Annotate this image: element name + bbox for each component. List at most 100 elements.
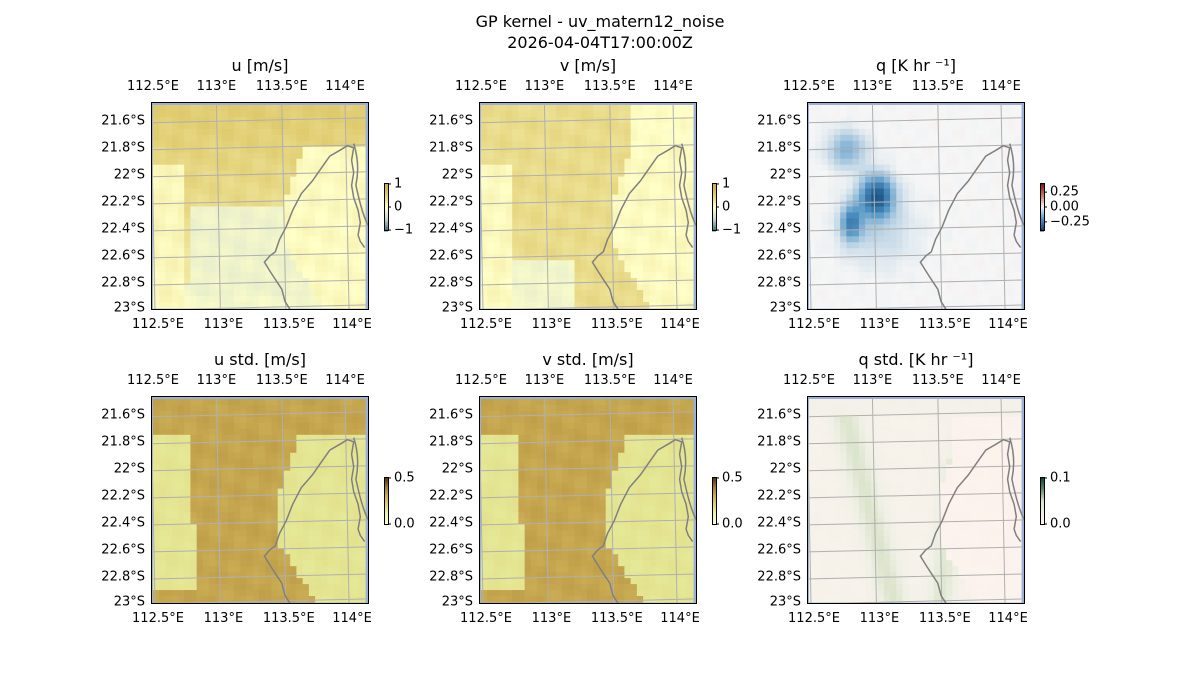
colorbar-segment	[1040, 211, 1044, 214]
heatmap-cell	[153, 278, 160, 285]
heatmap-cell	[481, 134, 488, 142]
heatmap-cell	[611, 164, 619, 172]
heatmap-cell	[815, 230, 823, 237]
heatmap-cell	[858, 188, 866, 196]
heatmap-cell	[964, 182, 972, 190]
heatmap-cell	[277, 236, 285, 243]
heatmap-cell	[921, 134, 929, 142]
heatmap-cell	[915, 140, 922, 148]
heatmap-cell	[933, 302, 941, 309]
heatmap-cell	[543, 296, 551, 303]
heatmap-cell	[555, 194, 563, 202]
heatmap-cell	[499, 284, 507, 291]
heatmap-cell	[327, 218, 335, 226]
meridian-gridline	[543, 102, 549, 310]
heatmap-cell	[1008, 242, 1016, 249]
heatmap-cell	[821, 290, 829, 297]
heatmap-cell	[481, 399, 488, 406]
heatmap-cell	[221, 560, 229, 567]
heatmap-cell	[815, 290, 823, 297]
heatmap-cell	[340, 158, 347, 166]
heatmap-cell	[165, 182, 173, 190]
map-panel	[807, 102, 1025, 310]
heatmap-cell	[939, 128, 947, 136]
heatmap-cell	[171, 434, 179, 442]
heatmap-cell	[302, 188, 310, 196]
heatmap-cell	[234, 572, 241, 579]
heatmap-cell	[221, 116, 229, 124]
heatmap-cell	[481, 290, 488, 297]
heatmap-cell	[499, 158, 507, 166]
heatmap-cell	[964, 134, 972, 142]
heatmap-cell	[846, 122, 854, 130]
heatmap-cell	[352, 140, 360, 148]
heatmap-cell	[655, 242, 663, 249]
heatmap-cell	[852, 230, 860, 237]
heatmap-cell	[184, 428, 192, 436]
heatmap-cell	[858, 236, 866, 243]
heatmap-cell	[933, 110, 941, 118]
heatmap-cell	[308, 224, 316, 231]
heatmap-cell	[308, 488, 316, 496]
heatmap-cell	[562, 170, 569, 178]
heatmap-cell	[624, 105, 632, 112]
heatmap-cell	[277, 290, 285, 297]
heatmap-cell	[202, 572, 210, 579]
heatmap-cell	[209, 158, 216, 166]
heatmap-cell	[827, 164, 835, 172]
heatmap-cell	[290, 596, 298, 603]
heatmap-cell	[202, 200, 210, 208]
heatmap-cell	[308, 428, 316, 436]
heatmap-cell	[983, 218, 991, 226]
heatmap-cell	[1002, 284, 1010, 291]
heatmap-cell	[543, 278, 551, 285]
heatmap-cell	[215, 446, 223, 454]
heatmap-cell	[809, 290, 816, 297]
heatmap-cell	[946, 302, 954, 309]
heatmap-cell	[983, 212, 991, 220]
heatmap-cell	[674, 164, 682, 172]
heatmap-cell	[290, 560, 298, 567]
heatmap-cell	[908, 194, 916, 202]
heatmap-cell	[827, 128, 835, 136]
heatmap-cell	[505, 194, 513, 202]
heatmap-cell	[877, 278, 885, 285]
heatmap-cell	[871, 158, 879, 166]
heatmap-cell	[877, 152, 885, 160]
heatmap-cell	[618, 146, 626, 154]
heatmap-cell	[153, 542, 160, 549]
heatmap-cell	[996, 105, 1003, 112]
heatmap-cell	[896, 188, 904, 196]
heatmap-cell	[971, 248, 978, 255]
heatmap-cell	[296, 266, 304, 273]
heatmap-cell	[518, 218, 526, 226]
heatmap-cell	[518, 152, 526, 160]
heatmap-cell	[234, 110, 241, 118]
heatmap-cell	[265, 446, 273, 454]
heatmap-cell	[171, 212, 179, 220]
heatmap-cell	[234, 146, 241, 154]
heatmap-cell	[177, 488, 185, 496]
heatmap-cell	[574, 260, 582, 267]
heatmap-cell	[680, 164, 688, 172]
heatmap-cell	[680, 266, 688, 273]
heatmap-cell	[259, 254, 266, 261]
heatmap-cell	[890, 224, 897, 231]
heatmap-cell	[209, 128, 216, 136]
heatmap-cell	[871, 302, 879, 309]
heatmap-cell	[946, 188, 954, 196]
heatmap-cell	[190, 416, 198, 424]
heatmap-cell	[815, 164, 823, 172]
heatmap-cell	[227, 152, 235, 160]
heatmap-cell	[574, 242, 582, 249]
heatmap-cell	[296, 434, 304, 442]
heatmap-cell	[171, 134, 179, 142]
heatmap-cell	[493, 218, 501, 226]
heatmap-cell	[624, 410, 632, 418]
heatmap-cell	[177, 116, 185, 124]
heatmap-cell	[858, 302, 866, 309]
heatmap-cell	[518, 105, 526, 112]
heatmap-cell	[202, 230, 210, 237]
heatmap-cell	[574, 254, 582, 261]
heatmap-cell	[680, 134, 688, 142]
